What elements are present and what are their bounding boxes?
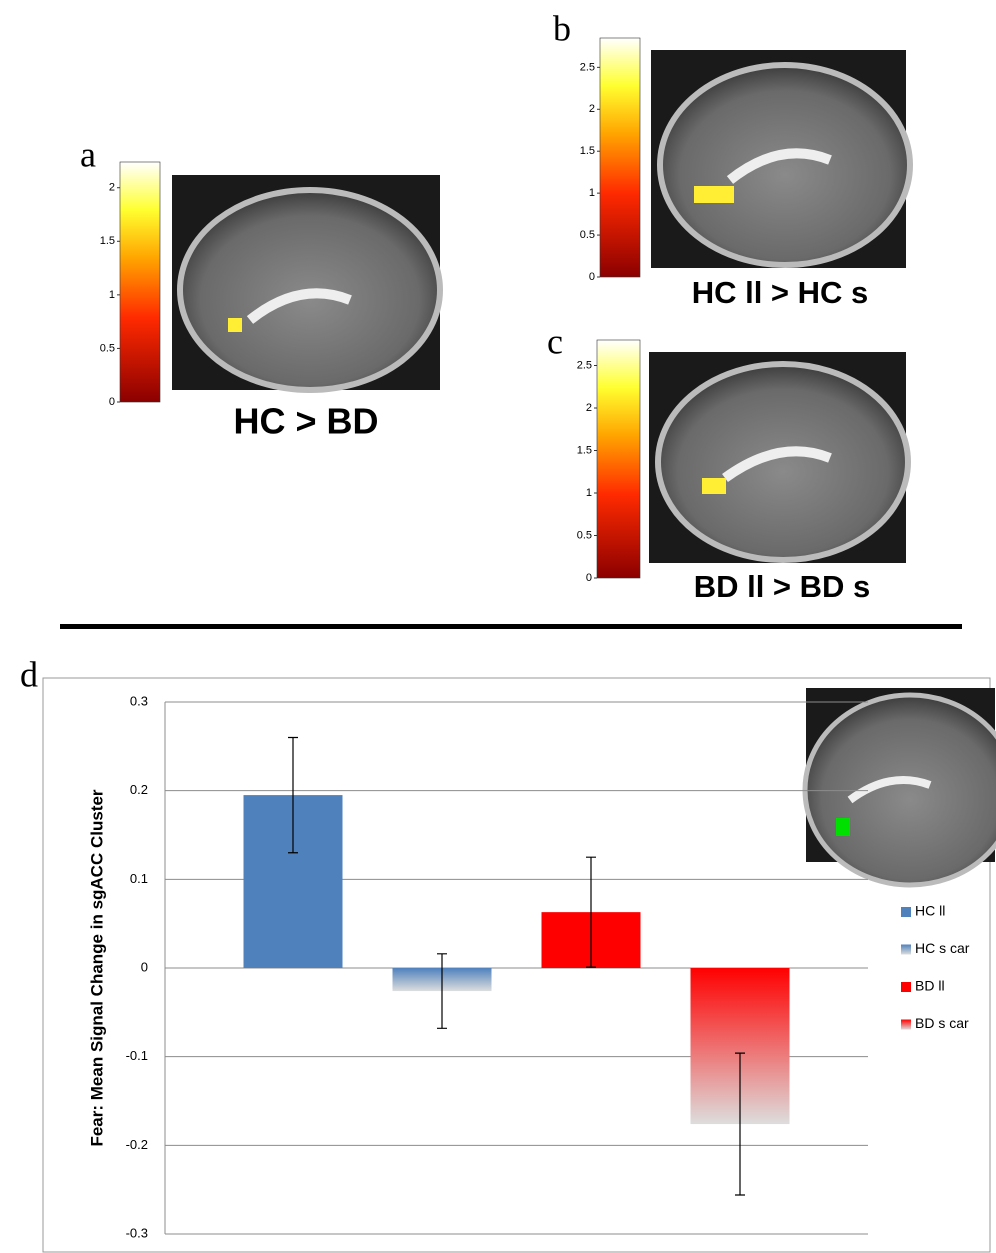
y-tick-label: 0.1 xyxy=(130,871,148,886)
y-axis-label: Fear: Mean Signal Change in sgACC Cluste… xyxy=(87,789,106,1146)
colorbar xyxy=(119,161,161,403)
inset-image xyxy=(802,688,996,888)
panel-caption: HC > BD xyxy=(233,401,378,442)
colorbar-tick-label: 0 xyxy=(586,572,592,584)
legend-swatch xyxy=(901,1019,911,1030)
colorbar xyxy=(599,37,641,278)
legend-label: BD ll xyxy=(915,978,945,994)
panel-label: a xyxy=(80,134,96,174)
colorbar-tick-label: 2.5 xyxy=(580,61,595,73)
legend-swatch xyxy=(901,982,911,992)
y-tick-label: -0.2 xyxy=(126,1137,148,1152)
y-tick-label: -0.3 xyxy=(126,1225,148,1240)
panel-caption: BD ll > BD s xyxy=(694,569,871,604)
colorbar-tick-label: 1 xyxy=(586,487,592,499)
legend-swatch xyxy=(901,907,911,917)
colorbar-tick-label: 2 xyxy=(109,182,115,194)
colorbar-tick-label: 2.5 xyxy=(577,359,592,371)
y-tick-label: 0.2 xyxy=(130,782,148,797)
colorbar-tick-label: 0.5 xyxy=(577,529,592,541)
colorbar-tick-label: 1 xyxy=(109,289,115,301)
panel-label: c xyxy=(547,321,563,361)
colorbar-tick-label: 0 xyxy=(589,271,595,283)
legend-label: HC s car xyxy=(915,940,970,956)
colorbar-tick-label: 2 xyxy=(589,103,595,115)
y-tick-label: -0.1 xyxy=(126,1048,148,1063)
panel-label: b xyxy=(553,8,571,48)
colorbar-tick-label: 0.5 xyxy=(100,342,115,354)
brain-image xyxy=(649,352,911,563)
colorbar-tick-label: 2 xyxy=(586,402,592,414)
brain-image xyxy=(172,175,443,393)
colorbar-tick-label: 0.5 xyxy=(580,229,595,241)
legend-label: HC ll xyxy=(915,903,945,919)
colorbar-tick-label: 0 xyxy=(109,396,115,408)
legend-swatch xyxy=(901,944,911,955)
divider xyxy=(60,624,962,629)
colorbar-tick-label: 1.5 xyxy=(100,235,115,247)
y-tick-label: 0 xyxy=(141,959,148,974)
colorbar-tick-label: 1 xyxy=(589,187,595,199)
y-tick-label: 0.3 xyxy=(130,693,148,708)
error-bar xyxy=(437,953,447,1029)
panel-caption: HC ll > HC s xyxy=(692,275,869,310)
panel-label: d xyxy=(20,654,38,694)
error-bar xyxy=(586,856,596,968)
colorbar xyxy=(596,339,641,579)
error-bar xyxy=(288,736,298,854)
colorbar-tick-label: 1.5 xyxy=(577,444,592,456)
brain-image xyxy=(651,50,913,268)
colorbar-tick-label: 1.5 xyxy=(580,145,595,157)
error-bar xyxy=(735,1052,745,1196)
legend-label: BD s car xyxy=(915,1015,969,1031)
